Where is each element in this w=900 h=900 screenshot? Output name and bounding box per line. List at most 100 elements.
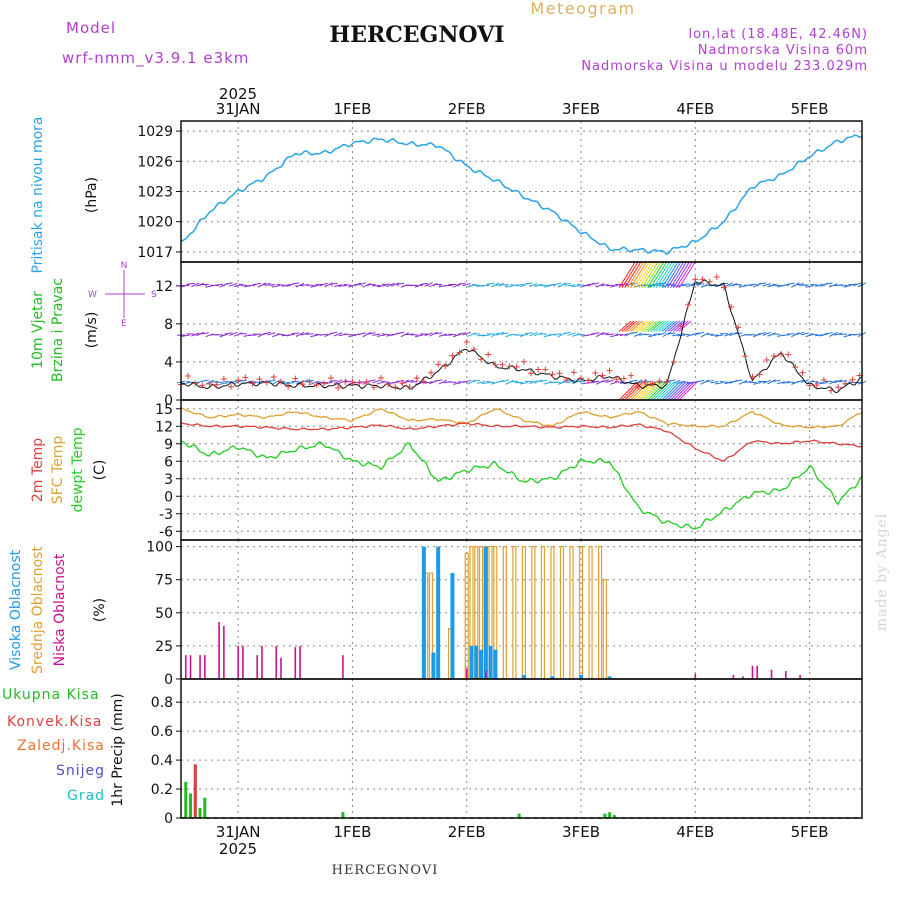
wind-gust-mark: [549, 371, 556, 378]
wind-barb: [848, 283, 857, 286]
wind-barb: [253, 282, 262, 286]
wind-barb: [610, 284, 619, 288]
wind-barb: [181, 284, 190, 288]
total-rain-bar: [517, 813, 521, 818]
wind-barb: [281, 283, 290, 287]
wind-barb: [429, 331, 438, 337]
wind-barb: [562, 283, 571, 286]
wind-gust-mark: [228, 383, 235, 390]
wind-barb: [796, 283, 805, 286]
mid-cloud-bar: [602, 579, 607, 680]
y-tick-label: -6: [159, 524, 173, 540]
low-cloud-bar: [256, 655, 258, 679]
y-tick-label: 0: [164, 393, 173, 409]
low-cloud-bar: [184, 655, 187, 679]
high-cloud-bar: [450, 573, 455, 679]
wind-gust-mark: [578, 375, 585, 382]
wind-barb: [557, 282, 567, 288]
low-cloud-bar: [770, 669, 773, 679]
wind-barb: [219, 333, 229, 338]
wind-barb: [376, 334, 386, 337]
wind-hatch: [678, 320, 692, 332]
wind-barb: [576, 333, 586, 336]
total-rain-bar: [608, 812, 612, 818]
wind-gust-mark: [428, 369, 435, 376]
wind-barb: [286, 382, 295, 385]
wind-barb: [543, 284, 552, 288]
compass-icon: N W S E: [88, 261, 157, 329]
wind-hatch: [635, 261, 653, 288]
wind-barb: [448, 381, 457, 383]
wind-barb: [500, 379, 509, 383]
wind-barb: [505, 285, 514, 288]
legend-hail: Grad: [67, 788, 105, 804]
wind-barb: [472, 379, 481, 382]
wind-barb: [386, 282, 395, 288]
wind-barb: [529, 331, 538, 337]
wind-barb: [333, 332, 343, 337]
wind-barb: [329, 331, 338, 335]
wind-barb: [457, 332, 467, 335]
wind-barb: [610, 334, 619, 338]
wind-hatch: [675, 261, 693, 288]
wind-barb: [191, 332, 200, 337]
top-day-label: 1FEB: [333, 100, 371, 118]
total-rain-bar: [341, 812, 345, 818]
wind-barb: [462, 380, 471, 384]
wind-gust-mark: [292, 375, 299, 382]
wind-hatch: [678, 381, 698, 401]
y-tick-label: 75: [155, 573, 173, 589]
wind-gust-mark: [435, 361, 442, 368]
wind-barb: [305, 284, 314, 286]
wind-barb: [533, 379, 543, 384]
mid-cloud-bar: [559, 546, 565, 680]
wind-barb: [681, 333, 690, 336]
wind-barb: [738, 380, 748, 385]
high-cloud-bar: [493, 649, 498, 679]
wind-barb: [786, 381, 795, 383]
y-tick-label: 1020: [137, 215, 173, 231]
wind-barb: [829, 379, 838, 385]
wind-barb: [391, 282, 400, 287]
wind-barb: [538, 379, 548, 383]
wind-gust-mark: [649, 380, 656, 387]
wind-barb: [333, 379, 343, 385]
wind-barb: [686, 282, 695, 288]
wind-speed-line: [180, 279, 863, 394]
panel-border: [180, 539, 863, 680]
wind-barb: [615, 333, 624, 336]
wind-barb: [595, 331, 605, 338]
wind-barb: [853, 333, 862, 336]
compass-w: W: [88, 290, 97, 300]
wind-hatch: [667, 261, 685, 288]
mid-cloud-bar: [502, 546, 507, 680]
wind-barb: [762, 283, 771, 287]
wind-barb: [372, 333, 381, 336]
wind-gust-mark: [792, 364, 799, 371]
high-cloud-bar: [488, 645, 493, 679]
wind-barb: [791, 332, 800, 338]
high-cloud-bar: [521, 675, 526, 679]
wind-barb: [595, 283, 605, 288]
legend-convective: Konvek.Kisa: [7, 714, 102, 730]
wind-hatch: [667, 381, 687, 401]
wind-barb: [276, 283, 286, 286]
wind-barb: [524, 282, 533, 285]
wind-gust-mark: [420, 378, 427, 385]
bottom-day-label: 2FEB: [448, 823, 486, 841]
wind-barb: [186, 282, 195, 285]
wind-gust-mark: [456, 349, 463, 356]
legend-total-rain: Ukupna Kisa: [2, 687, 100, 703]
wind-gust-mark: [492, 361, 499, 368]
low-cloud-bar: [261, 645, 263, 679]
wind-barb: [210, 380, 219, 383]
low-cloud-bar: [275, 645, 278, 679]
y-tick-label: 25: [155, 639, 173, 655]
wind-gust-mark: [606, 367, 613, 374]
wind-gust-mark: [306, 379, 313, 386]
temp-line-1: [180, 422, 863, 462]
temp-unit-label: (C): [92, 460, 108, 481]
wind-barb: [753, 333, 762, 338]
wind-hatch: [673, 381, 692, 401]
wind-barb: [676, 284, 686, 287]
